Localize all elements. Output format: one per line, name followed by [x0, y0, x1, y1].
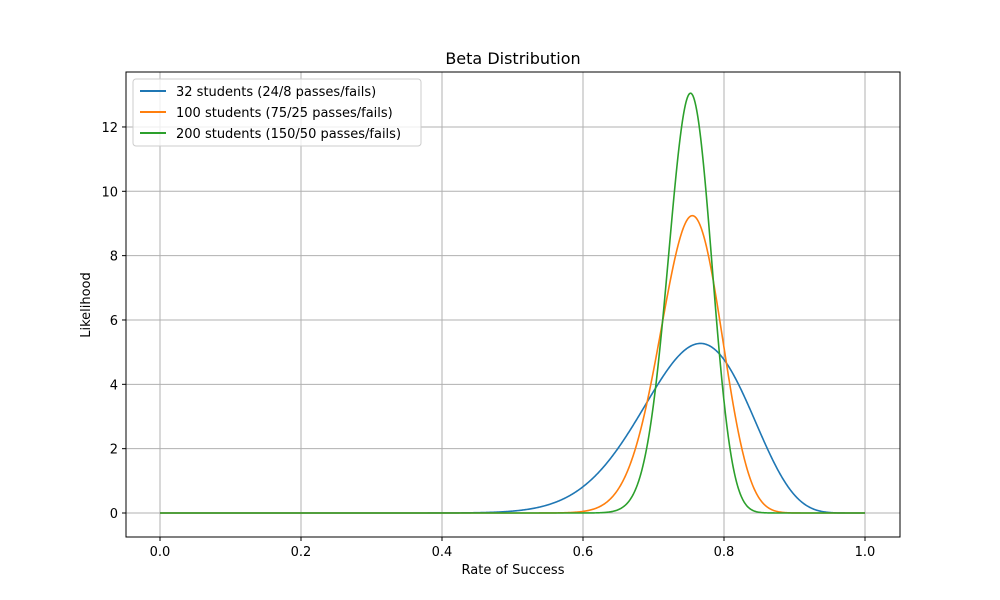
x-tick-label: 0.8	[714, 545, 735, 560]
legend: 32 students (24/8 passes/fails) 100 stude…	[132, 78, 422, 147]
series-line-3	[160, 92, 865, 514]
y-tick-label: 10	[101, 185, 118, 200]
x-axis-ticks: 0.0 0.2 0.4 0.6 0.8 1.0	[150, 537, 876, 560]
axes-frame	[125, 71, 901, 538]
legend-box	[132, 78, 422, 147]
x-axis-label: Rate of Success	[462, 563, 565, 578]
legend-label: 200 students (150/50 passes/fails)	[176, 127, 401, 142]
plot-lines	[160, 92, 865, 514]
x-tick-label: 0.6	[573, 545, 594, 560]
legend-label: 32 students (24/8 passes/fails)	[176, 85, 376, 100]
y-axis-ticks: 0 2 4 6 8 10 12	[101, 121, 126, 522]
x-tick-label: 0.0	[150, 545, 171, 560]
series-line-1	[160, 342, 865, 514]
x-tick-label: 0.2	[291, 545, 312, 560]
grid-lines	[126, 72, 900, 537]
y-tick-label: 12	[101, 121, 118, 136]
series-line-2	[160, 214, 865, 514]
y-tick-label: 0	[110, 507, 118, 522]
legend-label: 100 students (75/25 passes/fails)	[176, 106, 393, 121]
x-tick-label: 0.4	[432, 545, 453, 560]
chart-title: Beta Distribution	[445, 49, 580, 68]
y-tick-label: 8	[110, 250, 118, 265]
y-tick-label: 4	[110, 378, 118, 393]
y-tick-label: 6	[110, 314, 118, 329]
y-tick-label: 2	[110, 443, 118, 458]
x-tick-label: 1.0	[855, 545, 876, 560]
y-axis-label: Likelihood	[79, 272, 94, 338]
